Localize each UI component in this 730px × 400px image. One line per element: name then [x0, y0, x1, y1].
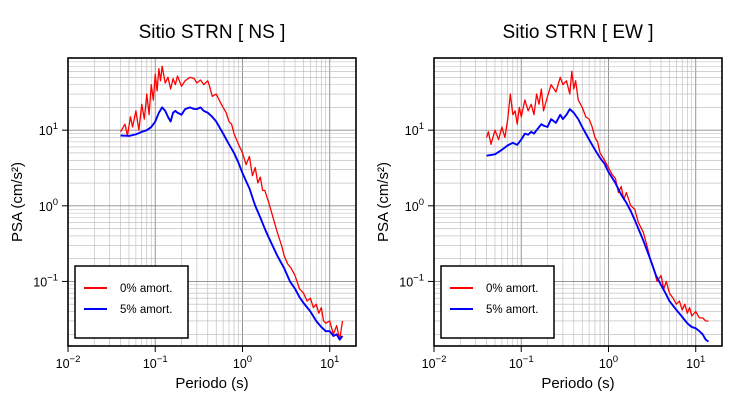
- y-tick-label: 101: [405, 121, 424, 138]
- legend-label: 0% amort.: [120, 283, 172, 295]
- y-tick-label: 100: [405, 197, 424, 214]
- y-tick-label: 10−1: [399, 272, 424, 289]
- legend-label: 5% amort.: [120, 304, 172, 316]
- x-tick-label: 10−2: [56, 354, 81, 371]
- x-axis-label: Periodo (s): [175, 375, 248, 392]
- y-axis-label: PSA (cm/s²): [9, 162, 26, 242]
- legend-box: [74, 265, 189, 339]
- legend: 0% amort. 5% amort.: [74, 265, 189, 339]
- x-tick-label: 10−1: [509, 354, 534, 371]
- x-tick-label: 100: [233, 354, 252, 371]
- x-tick-label: 10−2: [422, 354, 447, 371]
- y-tick-label: 101: [39, 121, 58, 138]
- y-tick-label: 100: [39, 197, 58, 214]
- series-line-damped: [486, 108, 710, 343]
- grid: [433, 57, 723, 346]
- legend-box: [440, 265, 555, 339]
- legend: 0% amort. 5% amort.: [440, 265, 555, 339]
- plot-frame: [67, 57, 357, 347]
- y-tick-label: 10−1: [33, 272, 58, 289]
- x-tick-label: 101: [686, 354, 705, 371]
- chart-title: Sitio STRN [ NS ]: [139, 22, 286, 43]
- x-tick-label: 101: [320, 354, 339, 371]
- legend-label: 0% amort.: [486, 283, 538, 295]
- series-line-undamped: [119, 65, 344, 341]
- y-axis-label: PSA (cm/s²): [375, 162, 392, 242]
- plot-frame: [433, 57, 723, 347]
- chart-panel-2: Sitio STRN [ EW ] 10−2 10−1 100 101 10−1 100 10…: [375, 22, 723, 392]
- x-tick-label: 100: [599, 354, 618, 371]
- chart-panel-1: Sitio STRN [ NS ] 10−2 10−1 100 101 10−1 100 10…: [9, 22, 357, 392]
- series-line-undamped: [485, 70, 709, 322]
- grid: [67, 57, 357, 346]
- chart-title: Sitio STRN [ EW ]: [503, 22, 654, 43]
- x-tick-label: 10−1: [143, 354, 168, 371]
- series-line-damped: [120, 106, 344, 341]
- x-axis-label: Periodo (s): [541, 375, 614, 392]
- legend-label: 5% amort.: [486, 304, 538, 316]
